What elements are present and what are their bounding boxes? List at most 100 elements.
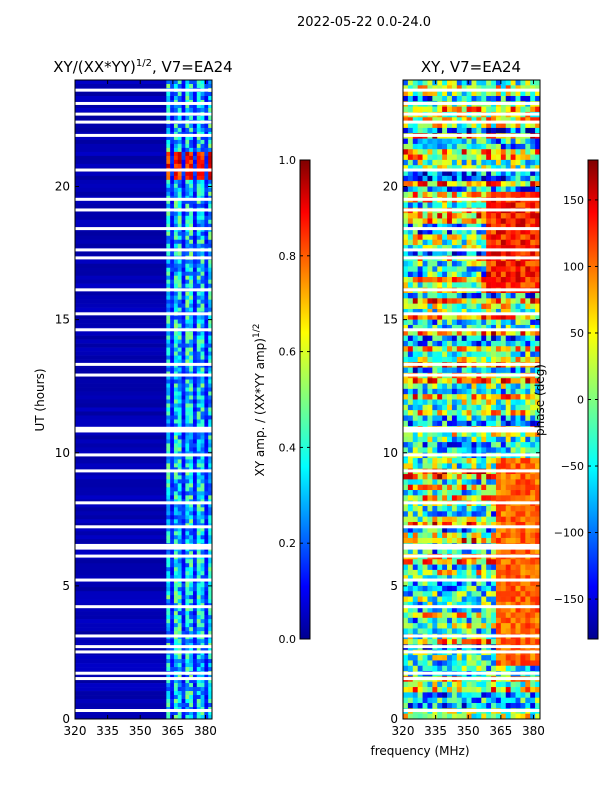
heatmap-cell bbox=[422, 106, 428, 113]
heatmap-cell bbox=[407, 537, 414, 544]
heatmap-cell bbox=[451, 261, 458, 267]
colorbar-tick-label: 0.4 bbox=[279, 441, 297, 454]
heatmap-cell bbox=[170, 347, 175, 352]
heatmap-cell bbox=[476, 202, 482, 209]
heatmap-cell bbox=[412, 548, 418, 555]
heatmap-cell bbox=[189, 647, 194, 652]
heatmap-cell bbox=[170, 339, 175, 344]
heatmap-cell bbox=[505, 378, 511, 384]
heatmap-cell bbox=[196, 559, 201, 564]
heatmap-cell bbox=[461, 458, 467, 464]
heatmap-cell bbox=[476, 314, 482, 320]
heatmap-cell bbox=[208, 347, 212, 352]
heatmap-cell bbox=[204, 395, 209, 400]
heatmap-cell bbox=[466, 245, 472, 251]
heatmap-cell bbox=[189, 267, 194, 272]
flagged-row bbox=[75, 197, 212, 201]
heatmap-cell bbox=[181, 251, 186, 257]
heatmap-cell bbox=[427, 266, 433, 272]
heatmap-cell bbox=[170, 175, 175, 181]
heatmap-cell bbox=[442, 383, 448, 390]
heatmap-cell bbox=[407, 479, 414, 485]
heatmap-cell bbox=[196, 627, 201, 632]
heatmap-cell bbox=[495, 282, 502, 288]
heatmap-cell bbox=[447, 159, 453, 166]
heatmap-cell bbox=[75, 299, 167, 304]
heatmap-cell bbox=[451, 170, 458, 177]
heatmap-cell bbox=[432, 410, 438, 416]
heatmap-cell bbox=[412, 404, 418, 411]
heatmap-cell bbox=[456, 463, 463, 470]
heatmap-cell bbox=[520, 80, 526, 86]
heatmap-cell bbox=[535, 511, 540, 517]
heatmap-cell bbox=[173, 80, 179, 85]
heatmap-cell bbox=[466, 117, 472, 123]
heatmap-cell bbox=[505, 420, 511, 427]
heatmap-cell bbox=[185, 575, 190, 580]
heatmap-cell bbox=[166, 639, 171, 644]
heatmap-cell bbox=[442, 474, 448, 480]
heatmap-cell bbox=[181, 511, 186, 516]
heatmap-cell bbox=[471, 580, 477, 587]
heatmap-cell bbox=[422, 474, 428, 480]
heatmap-cell bbox=[432, 106, 438, 113]
heatmap-cell bbox=[196, 491, 201, 496]
heatmap-cell bbox=[500, 601, 507, 608]
heatmap-cell bbox=[403, 223, 409, 230]
heatmap-cell bbox=[466, 308, 472, 315]
heatmap-cell bbox=[181, 459, 186, 464]
heatmap-cell bbox=[177, 335, 182, 340]
heatmap-cell bbox=[173, 407, 179, 412]
heatmap-cell bbox=[500, 420, 507, 427]
heatmap-cell bbox=[491, 399, 497, 406]
heatmap-cell bbox=[166, 619, 171, 624]
heatmap-cell bbox=[481, 388, 487, 395]
heatmap-cell bbox=[208, 231, 212, 237]
heatmap-cell bbox=[495, 159, 502, 166]
heatmap-cell bbox=[500, 346, 507, 352]
heatmap-cell bbox=[200, 211, 205, 217]
heatmap-cell bbox=[456, 490, 463, 496]
heatmap-cell bbox=[510, 521, 516, 528]
heatmap-cell bbox=[185, 299, 190, 304]
heatmap-cell bbox=[407, 490, 414, 496]
heatmap-cell bbox=[185, 379, 190, 384]
heatmap-cell bbox=[189, 351, 194, 356]
heatmap-cell bbox=[510, 399, 516, 406]
heatmap-cell bbox=[208, 175, 212, 181]
heatmap-cell bbox=[447, 580, 453, 587]
heatmap-cell bbox=[456, 511, 463, 517]
heatmap-cell bbox=[200, 275, 205, 280]
heatmap-cell bbox=[403, 601, 409, 608]
heatmap-cell bbox=[427, 521, 433, 528]
heatmap-cell bbox=[403, 532, 409, 539]
heatmap-cell bbox=[412, 293, 418, 299]
heatmap-cell bbox=[510, 506, 516, 512]
heatmap-cell bbox=[486, 340, 492, 347]
heatmap-cell bbox=[407, 308, 414, 315]
heatmap-cell bbox=[170, 215, 175, 221]
heatmap-cell bbox=[75, 175, 167, 181]
heatmap-cell bbox=[208, 599, 212, 604]
heatmap-cell bbox=[200, 659, 205, 664]
heatmap-cell bbox=[525, 266, 531, 272]
heatmap-cell bbox=[173, 299, 179, 304]
heatmap-cell bbox=[520, 367, 526, 374]
heatmap-cell bbox=[189, 347, 194, 352]
heatmap-cell bbox=[200, 239, 205, 245]
heatmap-cell bbox=[204, 471, 209, 476]
heatmap-cell bbox=[166, 703, 171, 708]
heatmap-cell bbox=[525, 415, 531, 422]
heatmap-cell bbox=[471, 308, 477, 315]
heatmap-cell bbox=[177, 695, 182, 700]
heatmap-cell bbox=[185, 503, 190, 508]
heatmap-cell bbox=[196, 487, 201, 492]
heatmap-cell bbox=[173, 343, 179, 348]
heatmap-cell bbox=[181, 471, 186, 476]
heatmap-cell bbox=[181, 187, 186, 193]
heatmap-cell bbox=[535, 127, 540, 134]
heatmap-cell bbox=[177, 95, 182, 101]
heatmap-cell bbox=[185, 519, 190, 524]
heatmap-cell bbox=[403, 90, 409, 97]
heatmap-cell bbox=[447, 149, 453, 155]
